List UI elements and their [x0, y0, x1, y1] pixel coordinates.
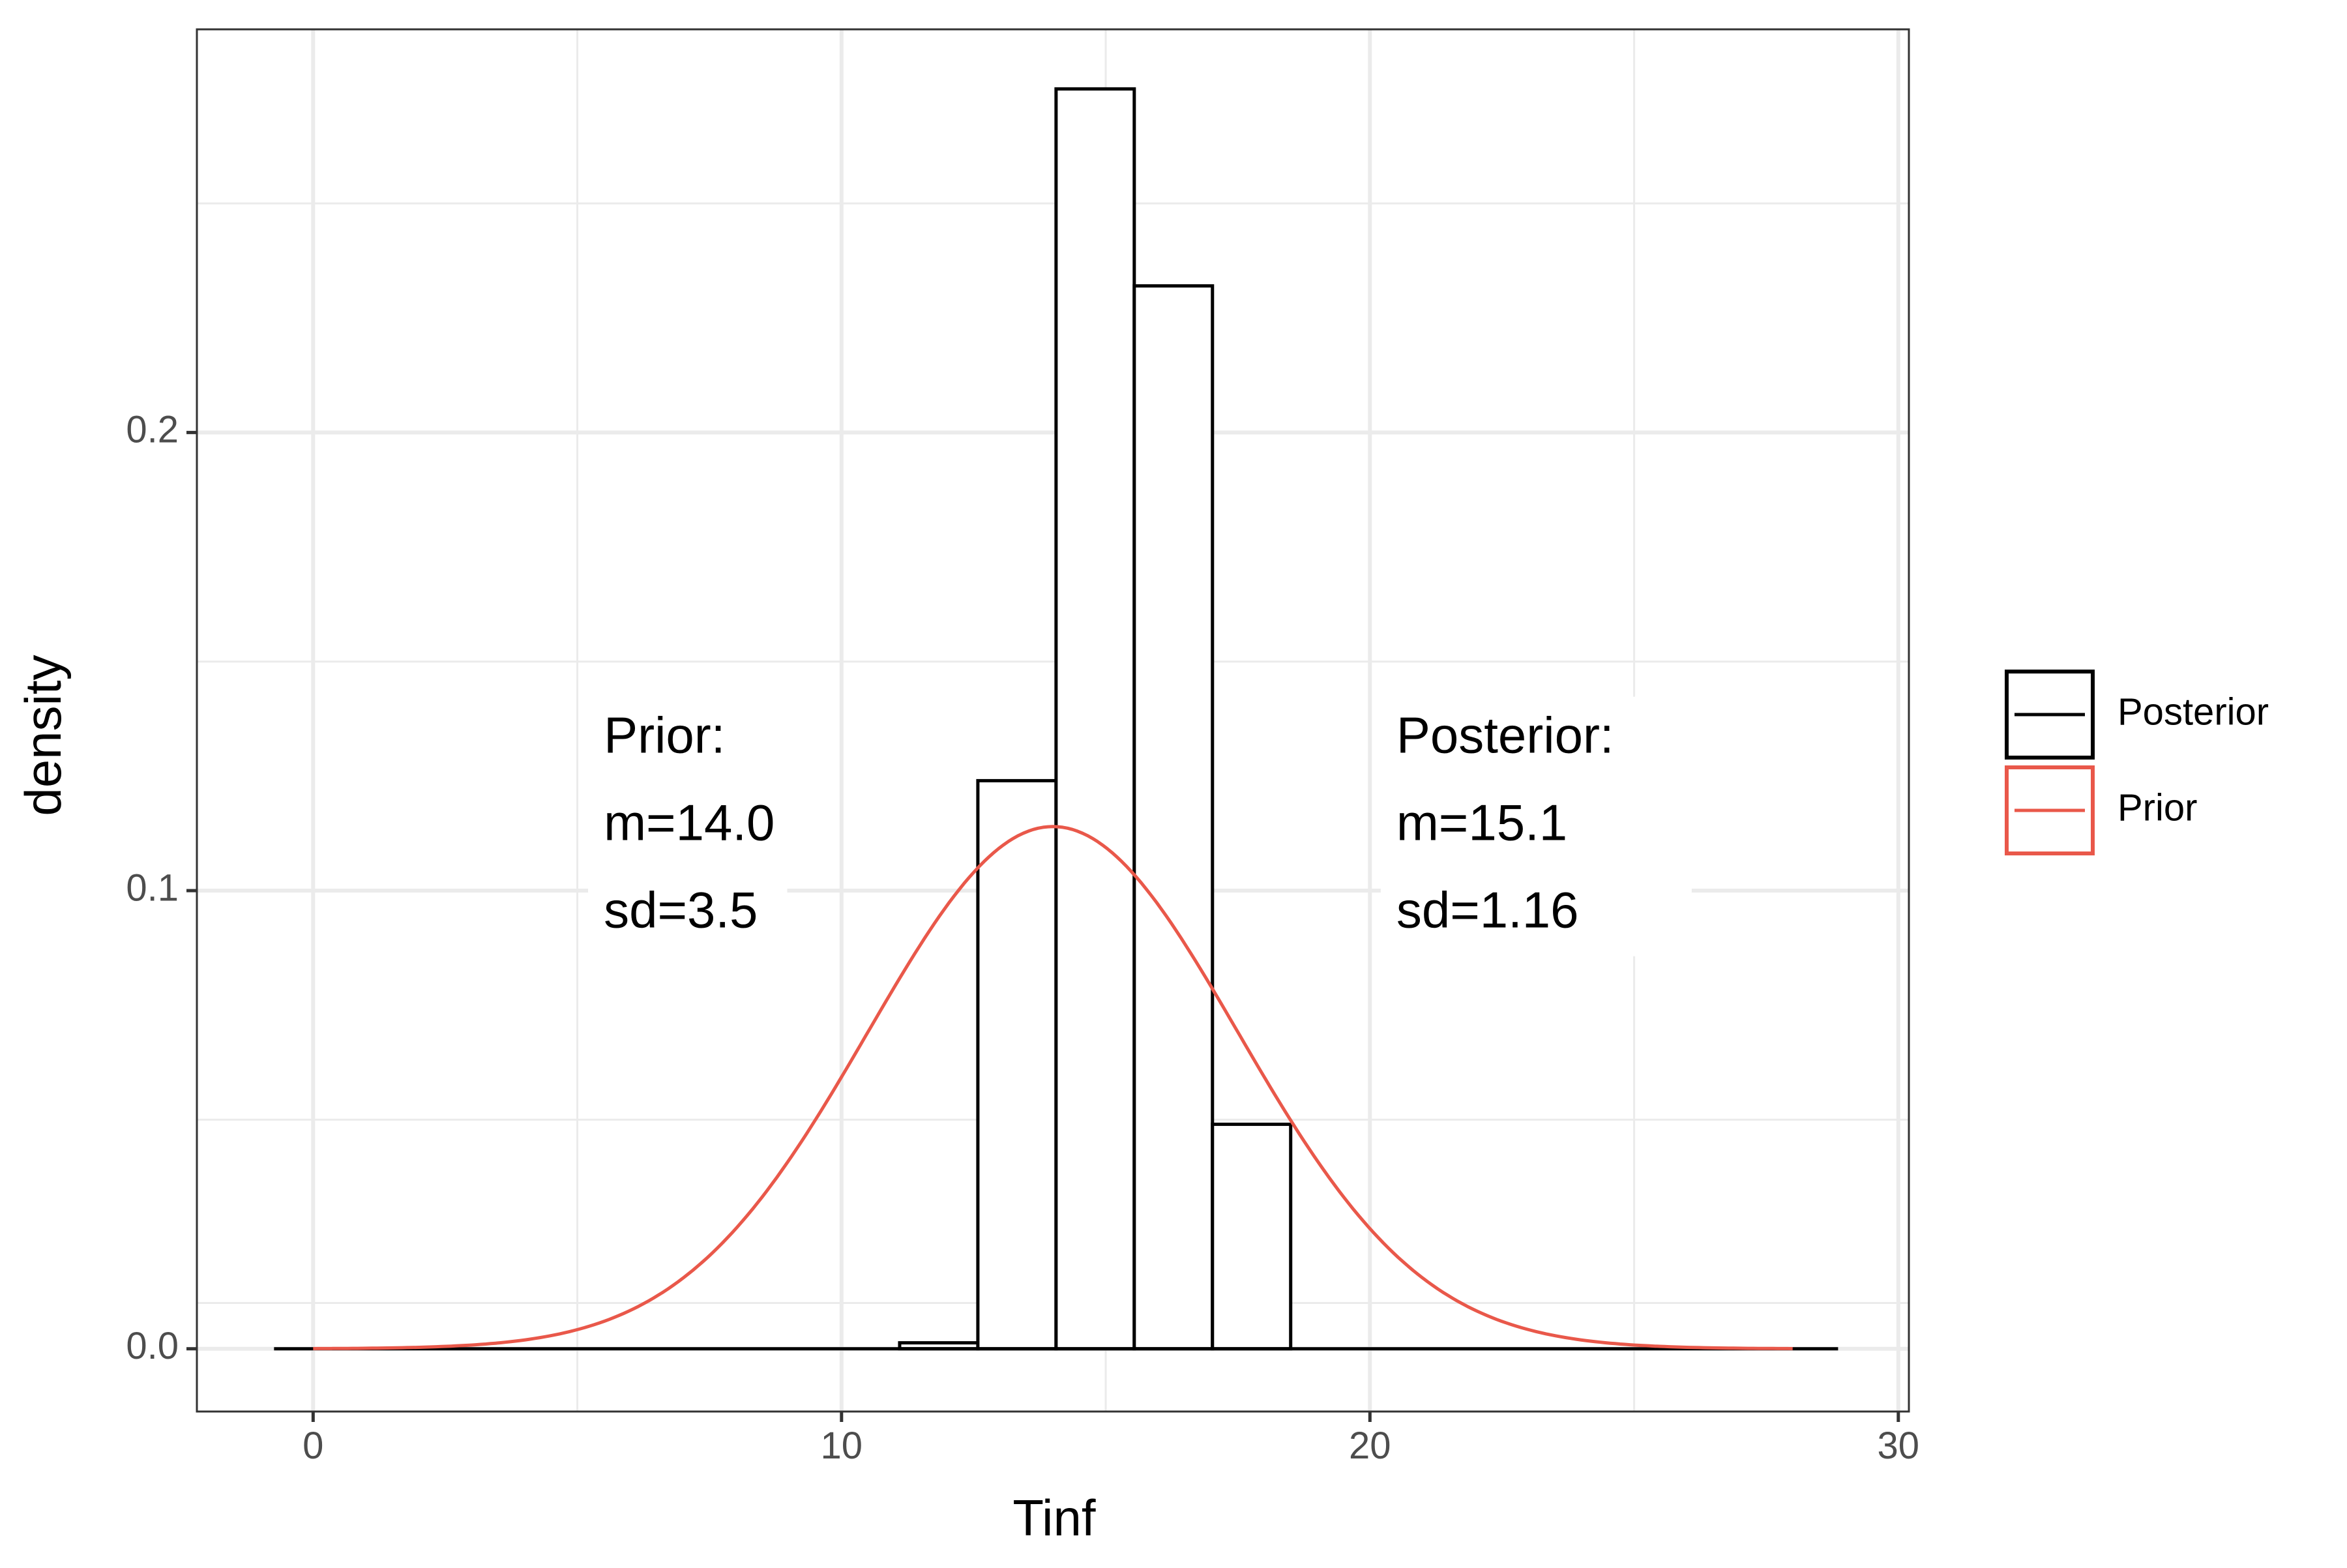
annotation-line: m=14.0	[604, 793, 775, 851]
annotation-line: m=15.1	[1396, 793, 1567, 851]
y-tick-label: 0.1	[126, 866, 179, 909]
annotations: Prior: m=14.0 sd=3.5 Posterior: m=15.1 sd=1.1…	[588, 696, 1692, 956]
x-tick-label: 0	[303, 1425, 323, 1467]
annotation-line: Prior:	[604, 706, 725, 763]
x-tick-label: 30	[1878, 1425, 1920, 1467]
legend: Posterior Prior	[2005, 670, 2269, 855]
legend-label: Prior	[2118, 786, 2197, 829]
x-tick-label: 20	[1349, 1425, 1391, 1467]
axes: 0 10 20 30 0.0 0.1 0.2	[126, 409, 1919, 1467]
prior-density-curve	[313, 825, 1793, 1350]
x-tick-label: 10	[821, 1425, 863, 1467]
histogram-bar	[1211, 1122, 1293, 1351]
legend-label: Posterior	[2118, 690, 2269, 733]
prior-annotation: Prior: m=14.0 sd=3.5	[588, 696, 788, 956]
histogram-bar	[1054, 87, 1136, 1351]
posterior-histogram	[898, 87, 1293, 1351]
prior-curve-layer	[313, 825, 1793, 1350]
annotation-line: sd=1.16	[1396, 881, 1579, 938]
histogram-bar	[976, 778, 1058, 1351]
y-tick-label: 0.2	[126, 409, 179, 451]
x-axis-title: Tinf	[1012, 1489, 1095, 1546]
posterior-annotation: Posterior: m=15.1 sd=1.16	[1380, 696, 1692, 956]
y-tick-label: 0.0	[126, 1325, 179, 1367]
y-axis-title: density	[14, 655, 72, 816]
legend-item-prior: Prior	[2005, 765, 2197, 855]
annotation-background	[588, 696, 788, 956]
annotation-background	[1380, 696, 1692, 956]
annotation-line: sd=3.5	[604, 881, 758, 938]
histogram-bar	[1132, 284, 1215, 1351]
annotation-line: Posterior:	[1396, 706, 1614, 763]
panel-border	[196, 28, 1910, 1413]
legend-item-posterior: Posterior	[2005, 670, 2269, 760]
